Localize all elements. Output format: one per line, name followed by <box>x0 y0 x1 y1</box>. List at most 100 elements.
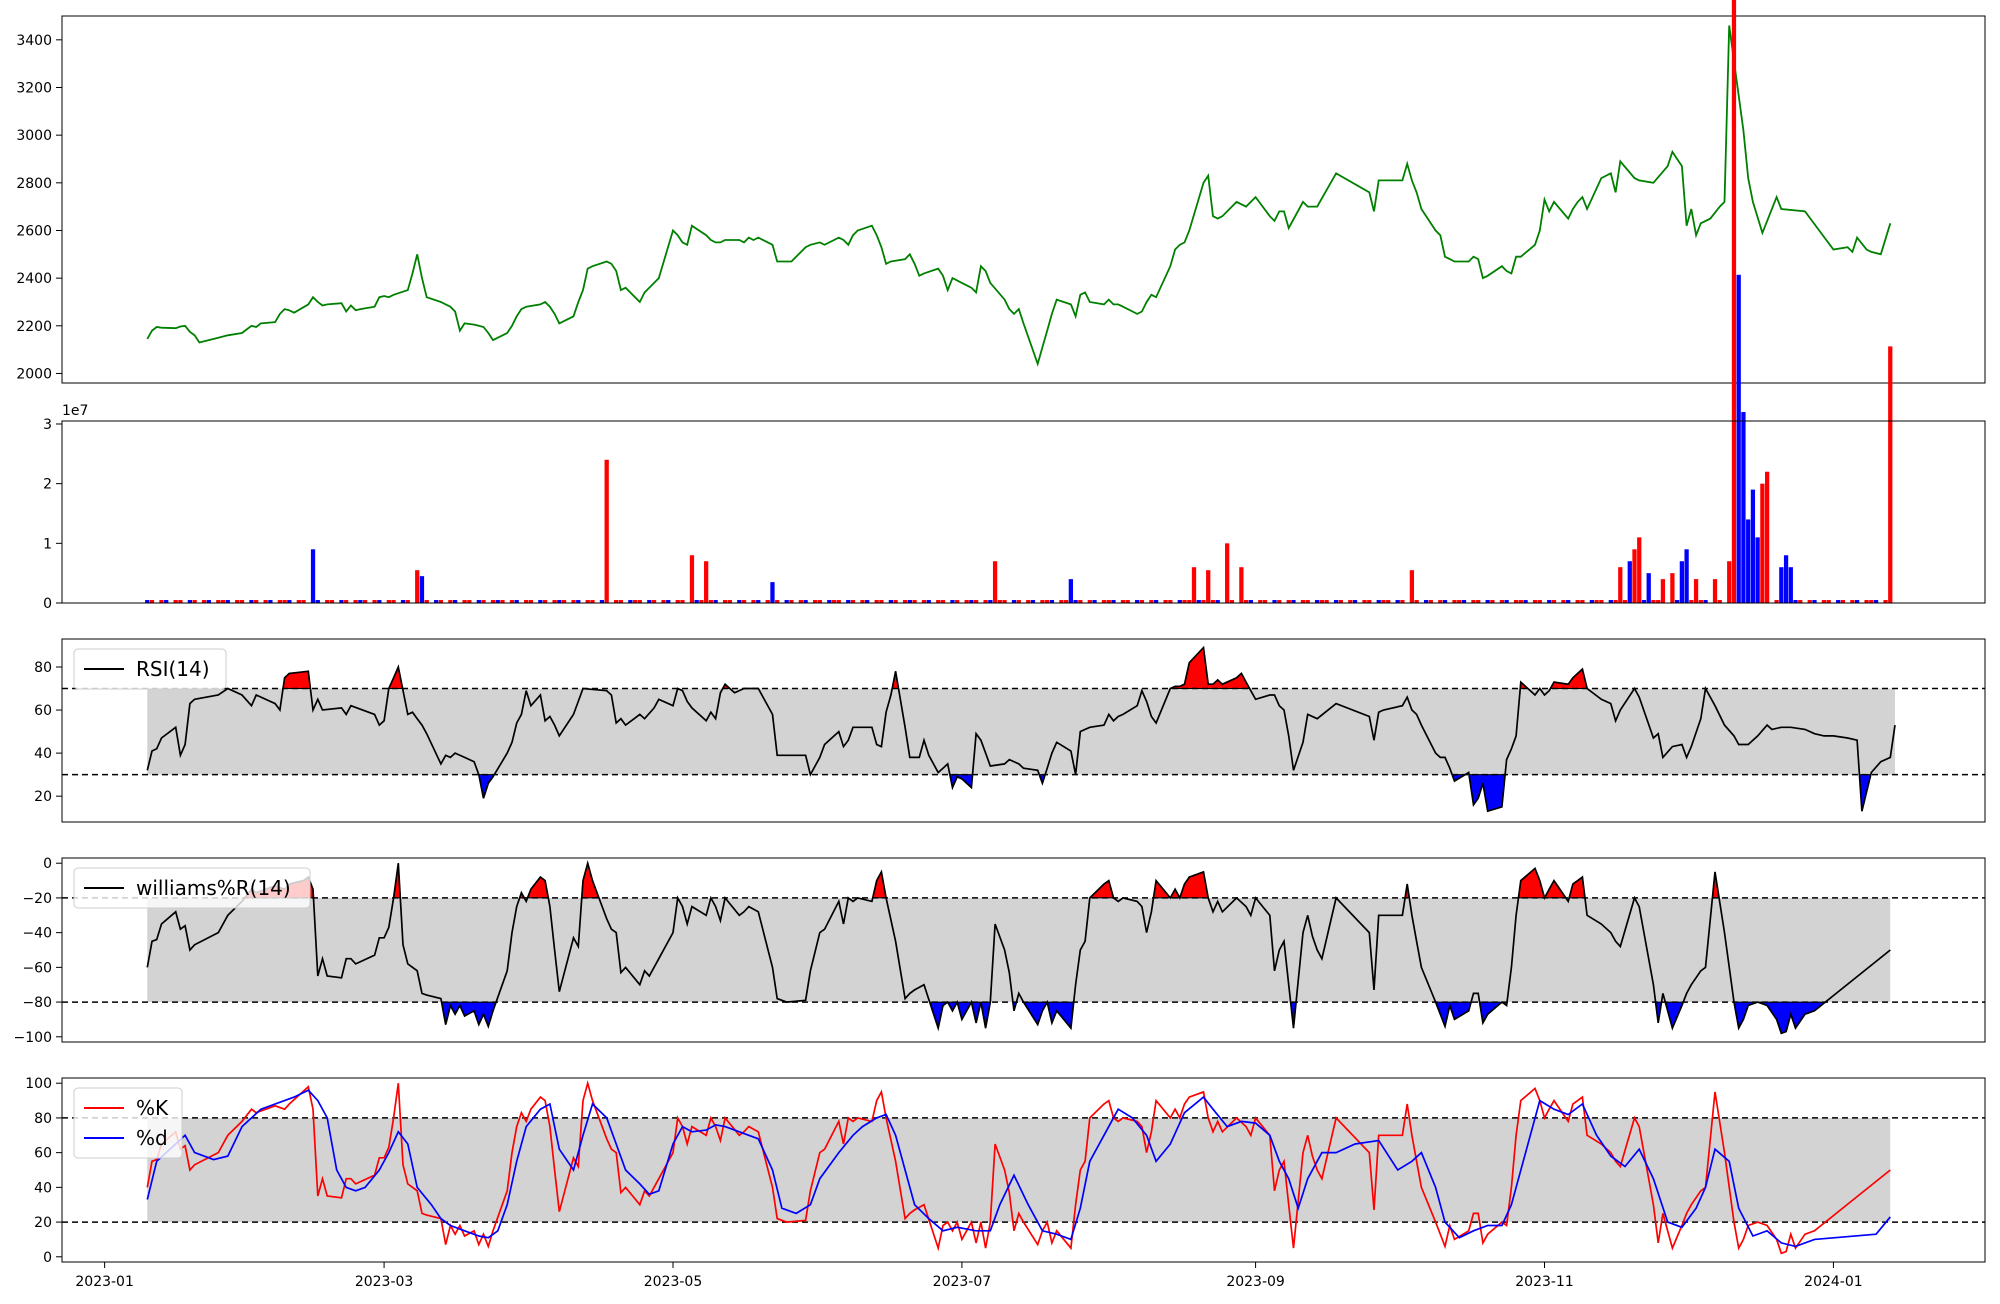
volume-bar <box>1741 412 1746 603</box>
volume-bar <box>1409 570 1415 603</box>
volume-bar <box>325 600 330 603</box>
volume-bar <box>386 600 391 603</box>
volume-bar <box>1551 600 1557 603</box>
rsi-panel-border <box>61 638 1986 823</box>
stochastic-legend-label: %d <box>136 1126 168 1150</box>
rsi-overbought-fill <box>282 670 311 689</box>
stochastic-ytick-label: 20 <box>34 1215 52 1231</box>
volume-bar <box>1840 600 1846 603</box>
volume-ytick-label: 3 <box>43 417 52 433</box>
volume-bar <box>1063 600 1069 603</box>
volume-bar <box>1106 600 1111 603</box>
x-tick-label: 2023-07 <box>933 1274 992 1290</box>
volume-bar <box>1594 600 1599 603</box>
volume-bar <box>865 600 870 603</box>
volume-bar <box>1016 600 1021 603</box>
volume-bar <box>542 600 548 603</box>
volume-bar <box>149 600 155 603</box>
volume-bar <box>1580 600 1585 603</box>
volume-ytick-label: 1 <box>43 536 52 552</box>
volume-bar <box>860 600 865 603</box>
williams-panel-border <box>61 857 1986 1043</box>
price-ytick-label: 2600 <box>16 223 52 239</box>
volume-bar <box>997 600 1002 603</box>
volume-bar <box>940 600 946 603</box>
volume-bar <box>599 600 605 603</box>
volume-bar <box>287 600 292 603</box>
volume-bar <box>812 600 818 603</box>
rsi-ytick-label: 20 <box>34 789 52 805</box>
volume-bar <box>495 600 500 603</box>
volume-bar <box>1518 600 1523 603</box>
volume-bar <box>798 600 804 603</box>
volume-ytick-label: 0 <box>43 596 52 612</box>
volume-bar <box>1438 600 1443 603</box>
volume-bar <box>727 600 732 603</box>
volume-bar <box>632 600 638 603</box>
volume-bar <box>552 600 557 603</box>
volume-bar <box>1026 600 1031 603</box>
volume-bar <box>561 600 567 603</box>
volume-bar <box>1215 600 1220 603</box>
volume-bar <box>1291 600 1296 603</box>
volume-bar <box>1532 600 1538 603</box>
rsi-ytick-label: 80 <box>34 660 52 676</box>
volume-bar <box>216 600 221 603</box>
volume-bar <box>1750 489 1756 603</box>
volume-bar <box>372 600 377 603</box>
volume-bar <box>902 600 908 603</box>
price-panel-border <box>61 15 1986 384</box>
volume-bar <box>1348 600 1353 603</box>
williams-ytick-label: −20 <box>22 891 52 907</box>
volume-bar <box>557 600 562 603</box>
volume-bar <box>164 600 169 603</box>
volume-bar <box>1111 600 1116 603</box>
volume-bar <box>921 600 927 603</box>
volume-bar <box>1087 600 1092 603</box>
volume-bar <box>1376 600 1381 603</box>
volume-bar <box>467 600 472 603</box>
rsi-neutral-band <box>147 688 1896 775</box>
volume-bar <box>969 600 974 603</box>
volume-bar <box>803 600 808 603</box>
volume-bar <box>315 600 320 603</box>
volume-bar <box>680 600 685 603</box>
volume-bar <box>1689 600 1694 603</box>
volume-bar <box>391 600 396 603</box>
volume-bar <box>1627 561 1632 603</box>
volume-bar <box>239 600 245 603</box>
volume-bar <box>775 600 780 603</box>
volume-bar <box>1139 600 1145 603</box>
volume-bar <box>1315 600 1320 603</box>
volume-bar <box>329 600 335 603</box>
volume-bar <box>756 600 761 603</box>
volume-bar <box>1812 600 1817 603</box>
volume-bar <box>400 600 406 603</box>
price-line <box>146 25 1892 367</box>
rsi-legend: RSI(14) <box>73 648 227 690</box>
volume-bar <box>1589 600 1595 603</box>
volume-bar <box>1002 600 1007 603</box>
volume-bar <box>538 600 543 603</box>
volume-bar <box>462 600 467 603</box>
volume-bar <box>1362 600 1367 603</box>
volume-bar <box>1513 600 1519 603</box>
volume-bar <box>1182 600 1187 603</box>
volume-bar <box>528 600 534 603</box>
volume-bar <box>1703 600 1708 603</box>
volume-bar <box>277 600 283 603</box>
stochastic-legend-box <box>73 1087 183 1159</box>
volume-bar <box>206 600 211 603</box>
volume-bar <box>1821 600 1827 603</box>
volume-bar <box>1764 471 1770 603</box>
volume-bar <box>1352 600 1358 603</box>
volume-bar <box>1637 537 1642 603</box>
volume-bar <box>1850 600 1855 603</box>
volume-bar <box>751 600 756 603</box>
volume-bar <box>301 600 306 603</box>
volume-bar <box>1888 346 1893 603</box>
volume-bar <box>452 600 458 603</box>
volume-bar <box>1367 600 1372 603</box>
volume-bar <box>628 600 633 603</box>
volume-bar <box>1153 600 1159 603</box>
